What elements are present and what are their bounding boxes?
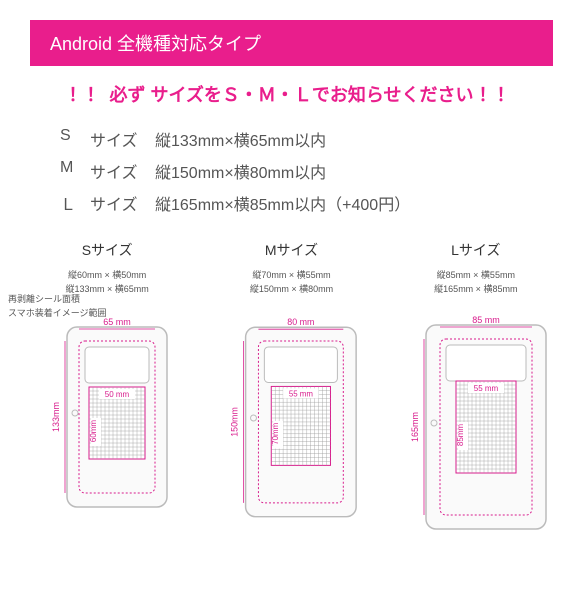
svg-text:70mm: 70mm: [272, 422, 281, 444]
svg-text:55 mm: 55 mm: [474, 384, 499, 393]
size-row-l: Ｌ サイズ 縦165mm×横85mm以内（+400円）: [60, 191, 523, 215]
size-notice: ！！ 必ず サイズをＳ・Ｍ・Ｌでお知らせください ！！: [0, 81, 583, 107]
header-band: Android 全機種対応タイプ: [30, 20, 553, 66]
size-dim: 縦165mm×横85mm以内（+400円）: [155, 191, 410, 215]
svg-text:150mm: 150mm: [230, 407, 240, 437]
svg-text:133mm: 133mm: [51, 402, 61, 432]
diagram-m: Mサイズ 縦70mm × 横55mm 縦150mm × 横80mm 80 mm 1…: [199, 240, 383, 543]
side-labels: 再剥離シール面積 スマホ装着イメージ範囲: [8, 292, 107, 321]
diagram-title: Mサイズ: [199, 240, 383, 260]
diagrams-row: Sサイズ 縦60mm × 横50mm 縦133mm × 横65mm 65 mm1…: [0, 240, 583, 543]
size-letter: S: [60, 127, 90, 151]
size-dim: 縦133mm×横65mm以内: [155, 127, 326, 151]
spec-text: 縦70mm × 横55mm 縦150mm × 横80mm: [199, 268, 383, 297]
case-diagram-m: 80 mm 150mm 55 mm 70mm: [216, 303, 366, 533]
diagram-title: Lサイズ: [384, 240, 568, 260]
size-row-m: M サイズ 縦150mm×横80mm以内: [60, 159, 523, 183]
size-word: サイズ: [90, 159, 155, 183]
size-letter: M: [60, 159, 90, 183]
mount-label: スマホ装着イメージ範囲: [8, 306, 107, 320]
svg-text:85mm: 85mm: [456, 423, 465, 446]
size-letter: Ｌ: [60, 191, 90, 215]
case-diagram-s: 65 mm 133mm 50 mm 60mm: [37, 303, 177, 523]
size-word: サイズ: [90, 191, 155, 215]
size-row-s: S サイズ 縦133mm×横65mm以内: [60, 127, 523, 151]
spec-text: 縦85mm × 横55mm 縦165mm × 横85mm: [384, 268, 568, 297]
svg-text:55 mm: 55 mm: [289, 389, 314, 398]
case-diagram-l: 85 mm 165mm 55 mm 85mm: [396, 303, 556, 543]
svg-text:65 mm: 65 mm: [103, 317, 131, 327]
size-word: サイズ: [90, 127, 155, 151]
diagram-s: Sサイズ 縦60mm × 横50mm 縦133mm × 横65mm 65 mm1…: [15, 240, 199, 543]
seal-label: 再剥離シール面積: [8, 292, 107, 306]
diagram-l: Lサイズ 縦85mm × 横55mm 縦165mm × 横85mm 85 mm 1…: [384, 240, 568, 543]
svg-text:80 mm: 80 mm: [288, 317, 315, 327]
size-list: S サイズ 縦133mm×横65mm以内 M サイズ 縦150mm×横80mm以…: [60, 127, 523, 215]
diagram-title: Sサイズ: [15, 240, 199, 260]
svg-text:85 mm: 85 mm: [472, 315, 500, 325]
svg-text:50 mm: 50 mm: [105, 390, 130, 399]
size-dim: 縦150mm×横80mm以内: [155, 159, 326, 183]
svg-text:165mm: 165mm: [410, 412, 420, 442]
svg-text:60mm: 60mm: [89, 419, 98, 442]
